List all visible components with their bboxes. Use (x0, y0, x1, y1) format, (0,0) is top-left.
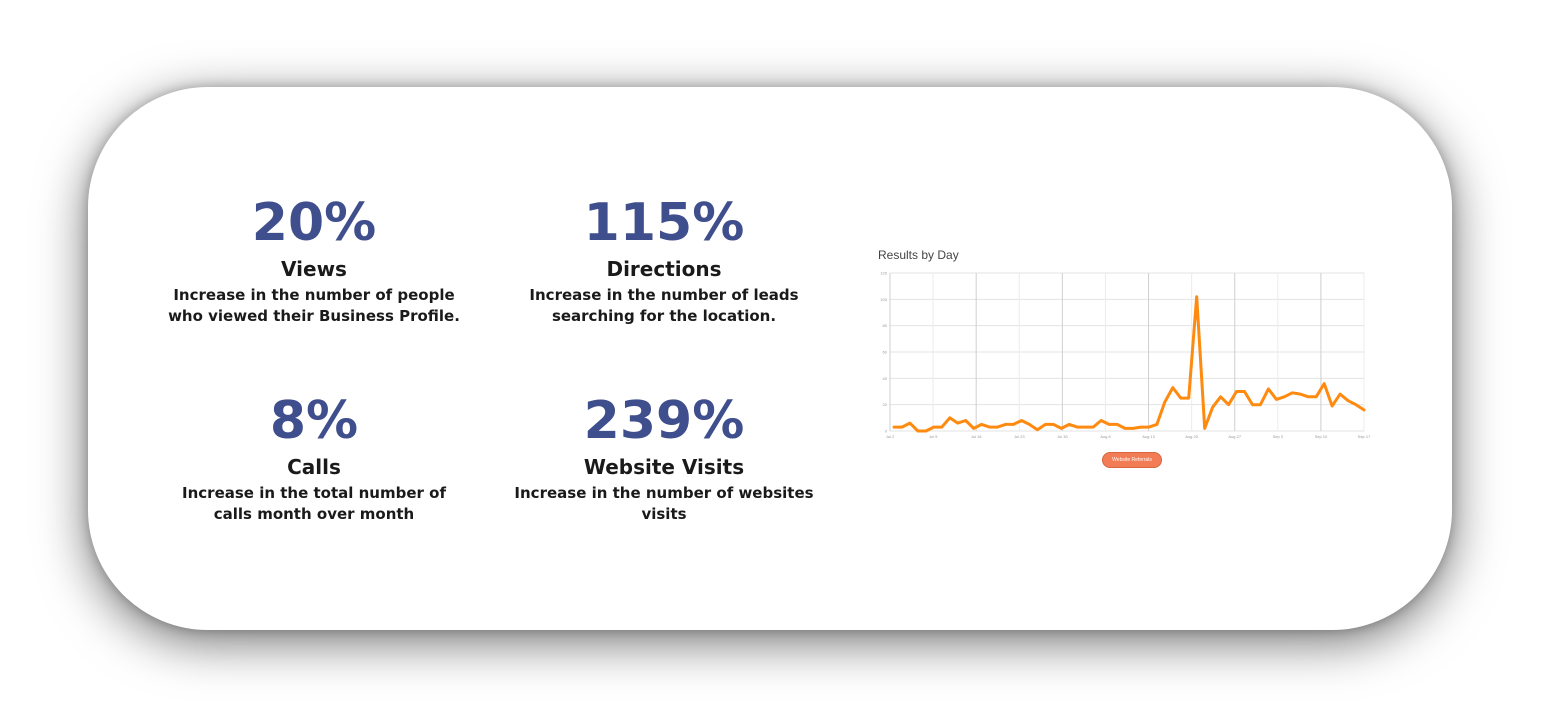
x-tick-label: Jul 9 (929, 434, 938, 439)
y-tick-label: 0 (885, 429, 888, 434)
stat-description-line: calls month over month (213, 505, 415, 523)
stat-calls: 8% Calls Increase in the total number of… (152, 393, 476, 525)
stat-description-line: who viewed their Business Profile. (168, 307, 460, 325)
y-tick-label: 20 (883, 402, 888, 407)
stat-description-line: Increase in the number of leads (529, 286, 799, 304)
chart-plot: 0 20 40 60 80 100 120 Jul 2 Jul 9 Jul 16 Jul 23 Jul… (880, 271, 1371, 440)
x-tick-label: Aug 20 (1185, 434, 1198, 439)
stat-description-line: Increase in the number of websites (514, 484, 814, 502)
website-referrals-button[interactable]: Website Referrals (1102, 452, 1162, 468)
stat-value: 20% (251, 193, 377, 253)
x-tick-label: Sep 3 (1273, 434, 1284, 439)
stat-description: Increase in the number of people who vie… (152, 285, 476, 327)
x-tick-label: Jul 2 (886, 434, 895, 439)
stat-label: Website Visits (583, 455, 745, 479)
y-tick-label: 80 (883, 323, 888, 328)
x-tick-label: Aug 27 (1228, 434, 1241, 439)
stat-description: Increase in the number of websites visit… (506, 483, 822, 525)
x-tick-label: Aug 13 (1142, 434, 1155, 439)
stat-views: 20% Views Increase in the number of peop… (152, 195, 476, 327)
stat-description: Increase in the total number of calls mo… (152, 483, 476, 525)
stat-value: 239% (583, 391, 745, 451)
stat-description-line: searching for the location. (551, 307, 777, 325)
stat-label: Calls (287, 455, 341, 479)
results-chart: 0 20 40 60 80 100 120 Jul 2 Jul 9 Jul 16 Jul 23 Jul… (874, 247, 1374, 472)
x-tick-label: Jul 16 (971, 434, 982, 439)
x-tick-label: Jul 30 (1057, 434, 1068, 439)
x-tick-label: Sep 10 (1315, 434, 1328, 439)
stat-value: 8% (269, 391, 359, 451)
y-tick-label: 60 (883, 350, 888, 355)
x-tick-label: Jul 23 (1014, 434, 1025, 439)
y-tick-label: 120 (880, 271, 887, 276)
stat-label: Views (281, 257, 347, 281)
stat-label: Directions (606, 257, 722, 281)
stats-card: 20% Views Increase in the number of peop… (88, 87, 1452, 630)
y-tick-label: 100 (880, 297, 887, 302)
stat-value: 115% (583, 193, 745, 253)
stat-website-visits: 239% Website Visits Increase in the numb… (506, 393, 822, 525)
stat-description: Increase in the number of leads searchin… (506, 285, 822, 327)
series-line (892, 295, 1366, 433)
stat-description-line: visits (641, 505, 687, 523)
x-tick-label: Sep 17 (1358, 434, 1371, 439)
x-tick-label: Aug 6 (1100, 434, 1111, 439)
chart-title: Results by Day (878, 248, 959, 262)
stat-directions: 115% Directions Increase in the number o… (506, 195, 822, 327)
stat-description-line: Increase in the number of people (173, 286, 455, 304)
stat-description-line: Increase in the total number of (182, 484, 446, 502)
y-tick-label: 40 (883, 376, 888, 381)
